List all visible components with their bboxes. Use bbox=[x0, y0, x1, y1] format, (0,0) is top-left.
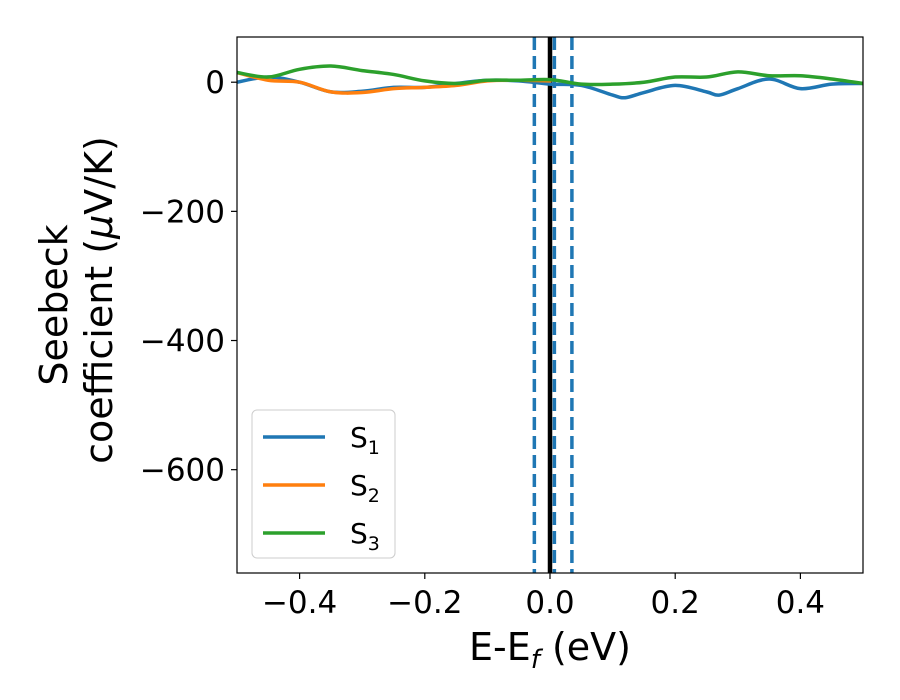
x-axis-label: E-Ef (eV) bbox=[469, 625, 631, 675]
legend-label-s1: S1 bbox=[350, 421, 380, 459]
legend-label-s2: S2 bbox=[350, 469, 380, 507]
y-tick-label: −400 bbox=[140, 324, 225, 360]
y-axis-ticks: 0 −200 −400 −600 bbox=[140, 65, 237, 489]
legend: S1 S2 S3 bbox=[251, 409, 396, 559]
series-line-s3 bbox=[237, 64, 863, 87]
x-tick-label: 0.0 bbox=[525, 585, 574, 621]
series-lines bbox=[237, 64, 863, 100]
vertical-reference-lines bbox=[532, 37, 574, 573]
x-axis-ticks: −0.4 −0.2 0.0 0.2 0.4 bbox=[262, 573, 825, 621]
y-axis-label-line2: coefficient (μV/K) bbox=[77, 136, 121, 464]
legend-label-s3: S3 bbox=[350, 517, 380, 555]
x-axis-label-unit: (eV) bbox=[540, 625, 631, 669]
x-tick-label: 0.2 bbox=[651, 585, 700, 621]
y-axis-label-line1: Seebeck bbox=[32, 224, 76, 385]
x-tick-label: −0.2 bbox=[387, 585, 462, 621]
y-tick-label: −200 bbox=[140, 194, 225, 230]
y-tick-label: −600 bbox=[140, 453, 225, 489]
x-tick-label: −0.4 bbox=[262, 585, 337, 621]
y-tick-label: 0 bbox=[205, 65, 225, 101]
x-tick-label: 0.4 bbox=[776, 585, 825, 621]
